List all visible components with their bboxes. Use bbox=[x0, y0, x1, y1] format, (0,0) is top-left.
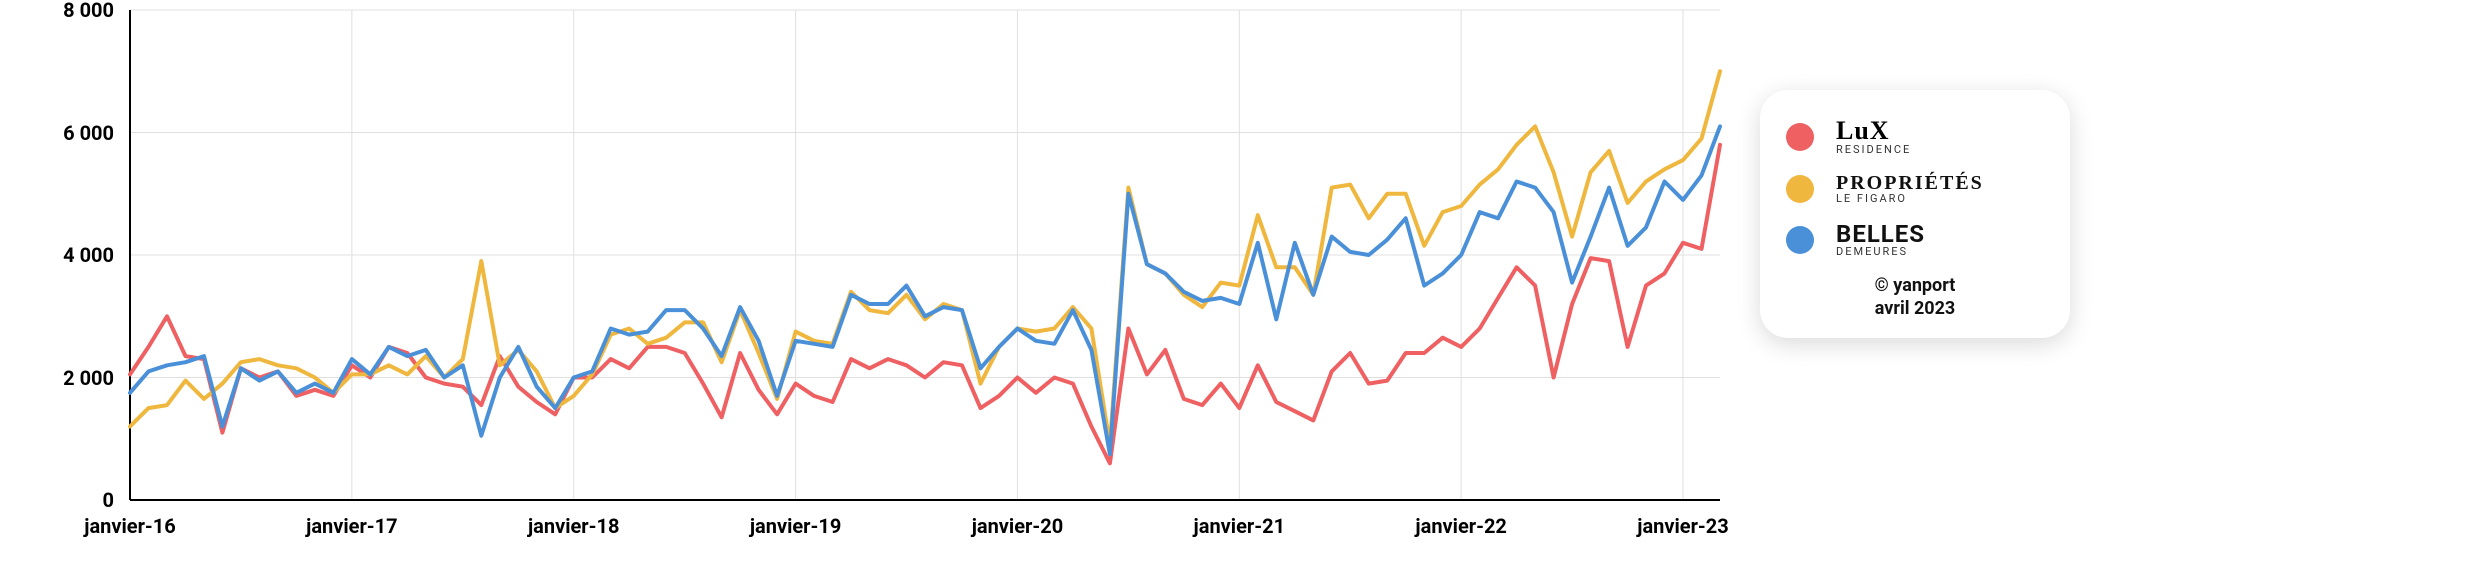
legend-label-main: BELLES bbox=[1836, 222, 1925, 246]
series-line bbox=[130, 71, 1720, 445]
chart-svg bbox=[0, 0, 2481, 563]
x-tick-label: janvier-20 bbox=[972, 514, 1064, 538]
y-tick-label: 8 000 bbox=[63, 0, 114, 22]
series-line bbox=[130, 126, 1720, 454]
legend-box: LuXRESIDENCE PROPRIÉTÉSLE FIGARO BELLESDEM… bbox=[1760, 90, 2070, 338]
x-tick-label: janvier-17 bbox=[306, 514, 398, 538]
legend-label: BELLESDEMEURES bbox=[1836, 222, 1925, 257]
chart-plot-area bbox=[0, 0, 2481, 563]
y-tick-label: 2 000 bbox=[63, 366, 114, 390]
legend-item: LuXRESIDENCE bbox=[1786, 118, 2044, 155]
legend-item: PROPRIÉTÉSLE FIGARO bbox=[1786, 173, 2044, 204]
x-tick-label: janvier-21 bbox=[1194, 514, 1286, 538]
y-tick-label: 6 000 bbox=[63, 121, 114, 145]
x-tick-label: janvier-23 bbox=[1637, 514, 1729, 538]
legend-dot-icon bbox=[1786, 123, 1814, 151]
legend-dot-icon bbox=[1786, 175, 1814, 203]
legend-credit: © yanportavril 2023 bbox=[1786, 275, 2044, 320]
legend-label: LuXRESIDENCE bbox=[1836, 118, 1911, 155]
legend-label: PROPRIÉTÉSLE FIGARO bbox=[1836, 173, 1984, 204]
series-line bbox=[130, 145, 1720, 464]
y-tick-label: 0 bbox=[103, 488, 114, 512]
x-tick-label: janvier-22 bbox=[1415, 514, 1507, 538]
legend-label-sub: DEMEURES bbox=[1836, 246, 1925, 257]
x-tick-label: janvier-18 bbox=[528, 514, 620, 538]
credit-line2: avril 2023 bbox=[1786, 298, 2044, 321]
x-tick-label: janvier-16 bbox=[84, 514, 176, 538]
chart-wrap: 0 2 000 4 000 6 000 8 000 janvier-16 janvier-… bbox=[0, 0, 2481, 563]
legend-dot-icon bbox=[1786, 226, 1814, 254]
credit-line1: © yanport bbox=[1786, 275, 2044, 298]
y-tick-label: 4 000 bbox=[63, 243, 114, 267]
legend-label-sub: RESIDENCE bbox=[1836, 144, 1911, 155]
legend-label-sub: LE FIGARO bbox=[1836, 193, 1984, 204]
x-tick-label: janvier-19 bbox=[750, 514, 842, 538]
legend-label-main: LuX bbox=[1836, 118, 1911, 144]
legend-item: BELLESDEMEURES bbox=[1786, 222, 2044, 257]
legend-label-main: PROPRIÉTÉS bbox=[1836, 173, 1984, 193]
